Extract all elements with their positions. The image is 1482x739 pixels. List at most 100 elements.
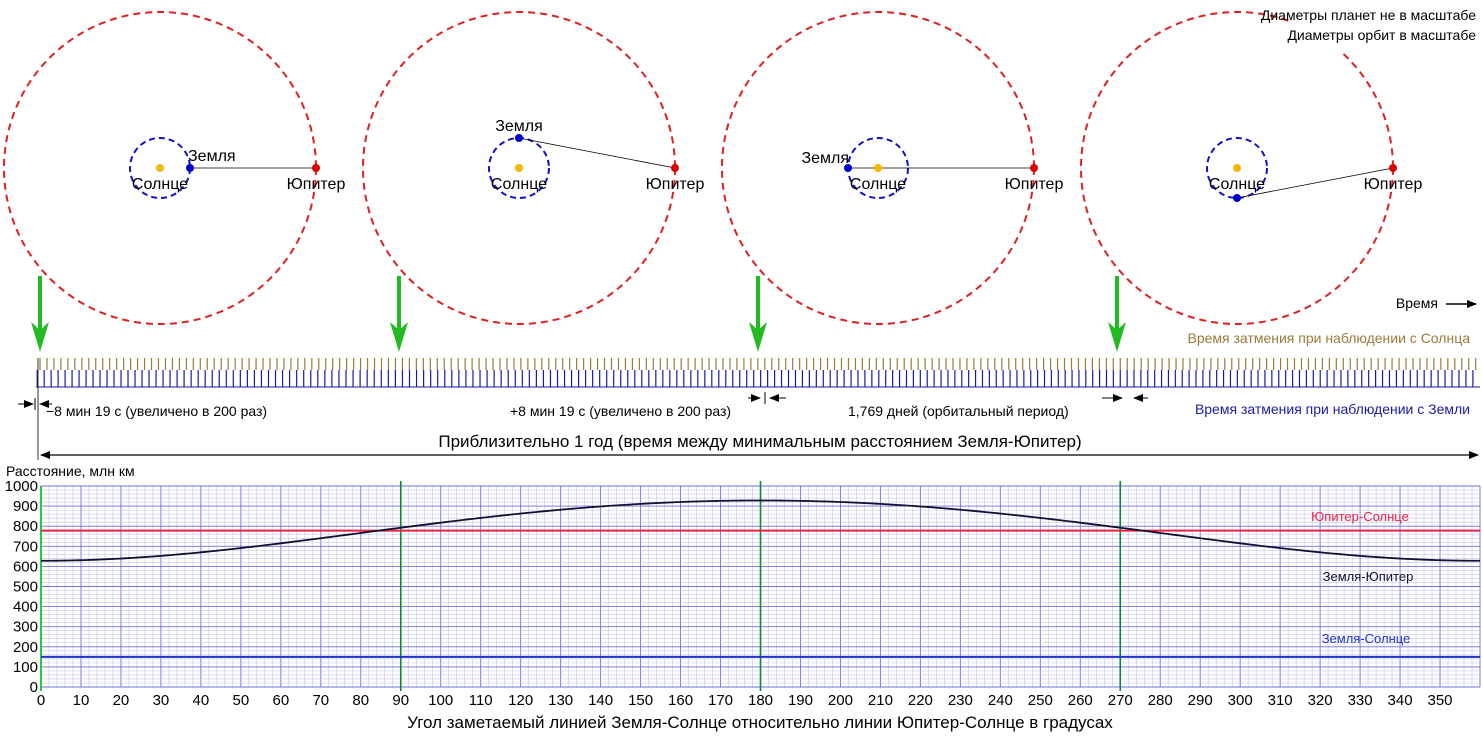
x-tick-label: 0 xyxy=(37,692,45,709)
jupiter-label: Юпитер xyxy=(287,176,346,193)
x-tick-label: 150 xyxy=(628,692,653,709)
chart-series xyxy=(41,499,1480,658)
sun-dot xyxy=(874,164,882,172)
earth-dot xyxy=(1233,194,1241,202)
x-tick-label: 130 xyxy=(548,692,573,709)
x-tick-label: 280 xyxy=(1148,692,1173,709)
x-tick-label: 320 xyxy=(1308,692,1333,709)
x-tick-label: 310 xyxy=(1268,692,1293,709)
x-tick-label: 220 xyxy=(908,692,933,709)
x-tick-label: 80 xyxy=(352,692,369,709)
orbit-diagram: Солнце Юпитер xyxy=(1080,11,1423,325)
x-tick-label: 60 xyxy=(272,692,289,709)
delay-plus-label: +8 мин 19 с (увеличено в 200 раз) xyxy=(510,403,731,419)
notes-backdrop xyxy=(1290,0,1482,52)
jupiter-dot xyxy=(1389,164,1397,172)
earth-observation-label: Время затмения при наблюдении с Земли xyxy=(1195,401,1470,417)
y-tick-label: 500 xyxy=(13,579,38,596)
jupiter-label: Юпитер xyxy=(1005,176,1064,193)
sun-observation-label: Время затмения при наблюдении с Солнца xyxy=(1188,330,1471,346)
note-planet-diameters: Диаметры планет не в масштабе xyxy=(1261,7,1476,23)
x-tick-label: 10 xyxy=(73,692,90,709)
green-arrow-head xyxy=(390,322,408,352)
sun-label: Солнце xyxy=(850,176,906,193)
sun-dot xyxy=(156,164,164,172)
x-tick-label: 230 xyxy=(948,692,973,709)
distance-chart: 0 10 20 30 40 50 60 70 80 90 100 110 120 130 140 150 160… xyxy=(5,478,1481,709)
x-tick-label: 100 xyxy=(428,692,453,709)
x-tick-labels: 0 10 20 30 40 50 60 70 80 90 100 110 120 130 140 150 160… xyxy=(37,692,1453,709)
x-tick-label: 240 xyxy=(988,692,1013,709)
sun-dot xyxy=(515,164,523,172)
x-tick-label: 250 xyxy=(1028,692,1053,709)
x-tick-label: 190 xyxy=(788,692,813,709)
green-arrow-head xyxy=(749,322,767,352)
series-label-earth-jupiter: Земля-Юпитер xyxy=(1323,569,1414,584)
earth-label: Земля xyxy=(188,148,236,165)
x-tick-label: 40 xyxy=(193,692,210,709)
x-tick-label: 340 xyxy=(1388,692,1413,709)
earth-orbit xyxy=(1206,137,1268,199)
sun-label: Солнце xyxy=(132,176,188,193)
x-tick-label: 170 xyxy=(708,692,733,709)
y-tick-label: 200 xyxy=(13,639,38,656)
y-tick-label: 1000 xyxy=(5,478,38,495)
x-tick-label: 30 xyxy=(153,692,170,709)
x-tick-label: 180 xyxy=(748,692,773,709)
y-tick-label: 0 xyxy=(30,679,38,696)
y-tick-label: 300 xyxy=(13,619,38,636)
x-tick-label: 260 xyxy=(1068,692,1093,709)
jupiter-dot xyxy=(1030,164,1038,172)
x-tick-label: 300 xyxy=(1228,692,1253,709)
x-tick-label: 200 xyxy=(828,692,853,709)
series-label-earth-sun: Земля-Солнце xyxy=(1322,631,1411,646)
series-label-jupiter-sun: Юпитер-Солнце xyxy=(1311,509,1409,524)
note-orbit-diameters: Диаметры орбит в масштабе xyxy=(1287,27,1476,43)
x-tick-label: 350 xyxy=(1428,692,1453,709)
x-tick-label: 120 xyxy=(508,692,533,709)
y-tick-label: 900 xyxy=(13,498,38,515)
orbit-diagram: Солнце Юпитер Земля xyxy=(3,11,346,325)
earth-dot xyxy=(515,134,523,142)
time-label: Время xyxy=(1396,295,1438,311)
earth-eclipse-ticks xyxy=(36,358,1480,460)
x-axis-label: Угол заметаемый линией Земля-Солнце отно… xyxy=(407,713,1113,732)
green-arrow-head xyxy=(1108,322,1126,352)
earth-jupiter-line xyxy=(518,137,676,169)
x-tick-label: 160 xyxy=(668,692,693,709)
jupiter-dot xyxy=(671,164,679,172)
period-label: 1,769 дней (орбитальный период) xyxy=(848,403,1069,419)
green-arrow-head xyxy=(31,322,49,352)
x-tick-label: 270 xyxy=(1108,692,1133,709)
delay-plus-indicator xyxy=(748,392,786,404)
x-tick-label: 50 xyxy=(233,692,250,709)
green-arrows xyxy=(31,276,1126,352)
y-tick-labels: 0 100 200 300 400 500 600 700 800 900 1000 xyxy=(5,478,38,696)
x-tick-label: 110 xyxy=(469,692,493,709)
y-tick-label: 400 xyxy=(13,599,38,616)
jupiter-label: Юпитер xyxy=(1364,176,1423,193)
orbit-diagram: Солнце Юпитер Земля xyxy=(721,11,1064,325)
x-tick-label: 20 xyxy=(113,692,130,709)
sun-eclipse-ticks xyxy=(39,358,1477,370)
orbit-diagram: Солнце Юпитер Земля xyxy=(362,11,705,325)
y-tick-label: 600 xyxy=(13,558,38,575)
y-axis-label: Расстояние, млн км xyxy=(6,463,135,479)
earth-jupiter-line xyxy=(1236,167,1394,199)
jupiter-label: Юпитер xyxy=(646,176,705,193)
sun-label: Солнце xyxy=(491,176,547,193)
earth-dot xyxy=(844,164,852,172)
y-tick-label: 700 xyxy=(13,538,38,555)
jupiter-dot xyxy=(312,164,320,172)
delay-minus-indicator xyxy=(18,398,52,410)
x-tick-label: 210 xyxy=(868,692,893,709)
delay-minus-label: −8 мин 19 с (увеличено в 200 раз) xyxy=(46,403,267,419)
x-tick-label: 290 xyxy=(1188,692,1213,709)
series-earth-jupiter xyxy=(41,499,1480,562)
x-tick-label: 140 xyxy=(588,692,613,709)
sun-dot xyxy=(1233,164,1241,172)
x-tick-label: 330 xyxy=(1348,692,1373,709)
earth-dot xyxy=(186,164,194,172)
